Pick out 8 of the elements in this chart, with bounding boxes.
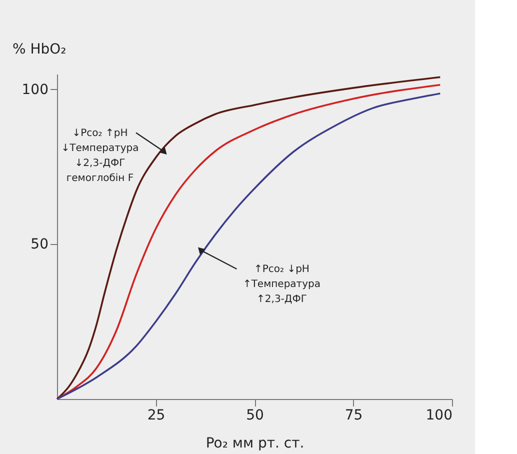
- annotation: ↓Pco₂ ↑pH ↓Температура ↓2,3-ДФГ гемоглобін F: [61, 128, 139, 184]
- x-tick-label: 50: [246, 408, 264, 424]
- y-axis-title: % HbO₂: [12, 42, 66, 58]
- x-tick-label: 75: [344, 408, 363, 424]
- x-tick-label: 25: [147, 408, 166, 424]
- annotation: ↑Pco₂ ↓pH ↑Температура ↑2,3-ДФГ: [242, 264, 321, 305]
- x-tick-label: 100: [426, 408, 452, 424]
- x-axis-title: Po₂ мм рт. ст.: [206, 436, 304, 452]
